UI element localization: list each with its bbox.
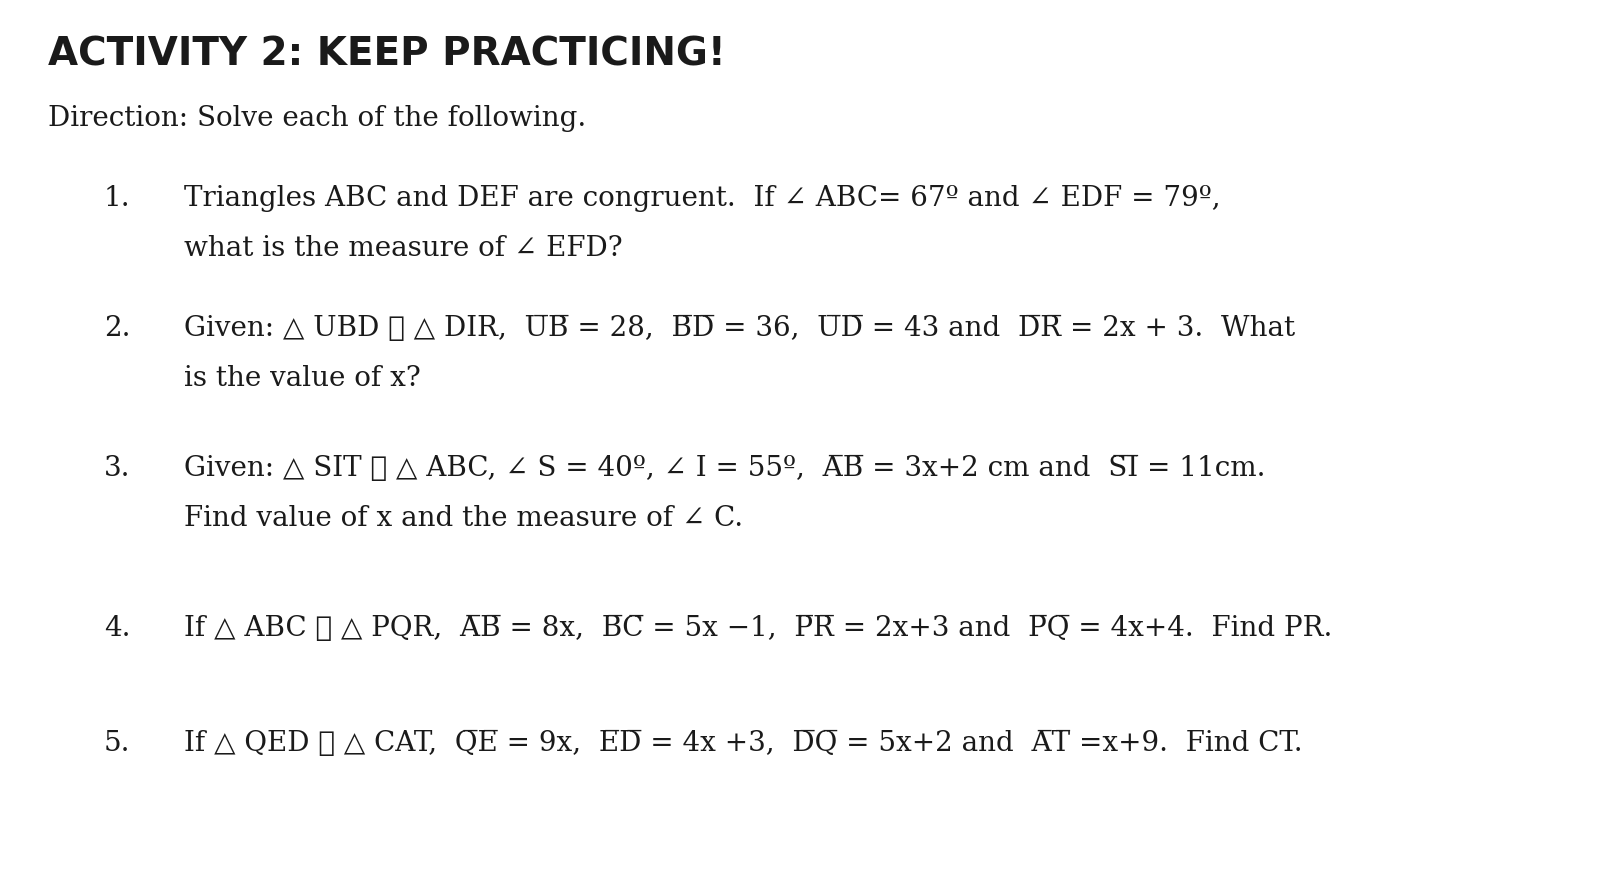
Text: 4.: 4. — [104, 615, 131, 642]
Text: Given: △ SIT ≅ △ ABC, ∠ S = 40º, ∠ I = 55º,  A̅B̅ = 3x+2 cm and  S̅I̅ = 11cm.: Given: △ SIT ≅ △ ABC, ∠ S = 40º, ∠ I = 5… — [184, 455, 1266, 482]
Text: 2.: 2. — [104, 315, 131, 342]
Text: ACTIVITY 2: KEEP PRACTICING!: ACTIVITY 2: KEEP PRACTICING! — [48, 35, 726, 73]
Text: Direction: Solve each of the following.: Direction: Solve each of the following. — [48, 105, 586, 132]
Text: Given: △ UBD ≅ △ DIR,  U̅B̅ = 28,  B̅D̅ = 36,  U̅D̅ = 43 and  D̅R̅ = 2x + 3.  Wh: Given: △ UBD ≅ △ DIR, U̅B̅ = 28, B̅D̅ = … — [184, 315, 1294, 342]
Text: Find value of x and the measure of ∠ C.: Find value of x and the measure of ∠ C. — [184, 505, 742, 532]
Text: If △ ABC ≅ △ PQR,  A̅B̅ = 8x,  B̅C̅ = 5x −1,  P̅R̅ = 2x+3 and  P̅Q̅ = 4x+4.  Fin: If △ ABC ≅ △ PQR, A̅B̅ = 8x, B̅C̅ = 5x −… — [184, 615, 1333, 642]
Text: If △ QED ≅ △ CAT,  Q̅E̅ = 9x,  E̅D̅ = 4x +3,  D̅Q̅ = 5x+2 and  A̅T̅ =x+9.  Find : If △ QED ≅ △ CAT, Q̅E̅ = 9x, E̅D̅ = 4x +… — [184, 730, 1302, 757]
Text: what is the measure of ∠ EFD?: what is the measure of ∠ EFD? — [184, 235, 622, 262]
Text: 5.: 5. — [104, 730, 131, 757]
Text: is the value of x?: is the value of x? — [184, 365, 421, 392]
Text: 3.: 3. — [104, 455, 131, 482]
Text: 1.: 1. — [104, 185, 131, 212]
Text: Triangles ABC and DEF are congruent.  If ∠ ABC= 67º and ∠ EDF = 79º,: Triangles ABC and DEF are congruent. If … — [184, 185, 1221, 212]
